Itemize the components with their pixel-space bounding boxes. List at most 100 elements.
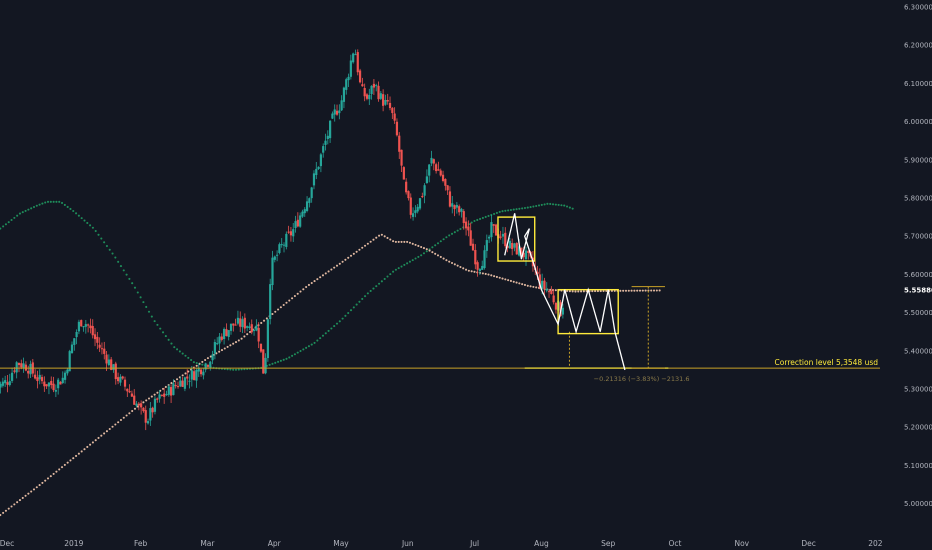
candle-body (252, 330, 256, 332)
ma-tan-dot (352, 252, 355, 255)
candle-body (216, 343, 219, 345)
ma-tan-dot (532, 285, 535, 288)
ma-green-dot (161, 331, 165, 334)
candle-body (358, 70, 362, 83)
ma-green-dot (422, 252, 426, 255)
ma-tan-dot (630, 289, 633, 292)
correction-level-label: Correction level 5,3548 usd (775, 358, 879, 367)
ma-tan-dot (153, 393, 156, 396)
candle-body (310, 187, 313, 199)
ma-tan-dot (341, 260, 344, 263)
ma-green-dot (352, 306, 355, 309)
ma-green-dot (394, 268, 397, 271)
ma-tan-dot (349, 254, 353, 257)
candle-body (481, 265, 484, 270)
ma-green-dot (540, 203, 543, 206)
ma-green-dot (560, 204, 563, 207)
ma-tan-dot (392, 240, 395, 243)
ma-tan-dot (408, 241, 411, 244)
ma-green-dot (484, 215, 487, 219)
ma-tan-dot (529, 285, 532, 288)
ma-tan-dot (229, 344, 232, 347)
ma-green-dot (397, 267, 400, 270)
candle-body (73, 338, 76, 345)
ma-tan-dot (372, 238, 375, 241)
ma-tan-dot (450, 261, 454, 265)
candle-body (123, 379, 127, 387)
ma-tan-dot (187, 370, 190, 373)
candle-body (149, 408, 152, 421)
candle-body (407, 191, 410, 199)
ma-tan-dot (622, 289, 625, 292)
ma-green-dot (159, 327, 162, 330)
price-axis[interactable]: 5.00000 5.10000 5.20000 5.30000 5.40000 5.500… (904, 4, 932, 509)
ma-green-dot (128, 277, 131, 280)
ma-tan-dot (30, 490, 33, 493)
candle-body (40, 377, 44, 382)
ma-tan-dot (2, 511, 5, 514)
candle-body (165, 394, 168, 396)
candle-body (146, 421, 150, 424)
ma-green-dot (181, 352, 184, 355)
ma-tan-dot (262, 319, 266, 322)
candle-body (511, 243, 514, 250)
candle-body (409, 197, 412, 215)
ma-tan-dot (456, 264, 459, 267)
candle-body (232, 323, 235, 326)
x-tick-label: Dec (0, 539, 14, 548)
ma-tan-dot (655, 289, 658, 292)
projection-zigzag-path[interactable] (504, 213, 626, 371)
time-axis[interactable]: Dec 2019 Feb Mar Apr May Jun Jul Aug Sep Oct Nov Dec… (0, 539, 883, 548)
ma-tan-dot (125, 414, 128, 417)
measure-tool[interactable]: −0.21316 (−3.83%) −2131.6 (568, 286, 690, 383)
ma-tan-dot (638, 289, 642, 292)
candle-body (156, 398, 159, 400)
candle-body (142, 407, 145, 412)
candle-body (333, 109, 336, 115)
ma-tan-dot (77, 452, 80, 455)
candle-body (119, 376, 122, 383)
ma-green-dot (97, 233, 100, 236)
ma-tan-dot (181, 374, 184, 377)
ma-green-dot (459, 227, 462, 231)
candle-body (398, 135, 401, 152)
ma-green-dot (55, 200, 58, 203)
ma-green-dot (515, 208, 518, 211)
ma-green-dot (535, 204, 538, 208)
ma-tan-dot (218, 350, 221, 353)
ma-tan-dot (333, 266, 336, 269)
candle-body (116, 377, 120, 382)
candle-body (66, 369, 69, 374)
ma-tan-dot (237, 339, 240, 342)
candle-body (271, 257, 274, 286)
ma-green-dot (226, 368, 229, 371)
ma-tan-dot (220, 349, 224, 352)
ma-tan-dot (599, 290, 602, 293)
x-tick-label: Apr (268, 539, 282, 548)
candle-body (163, 393, 166, 397)
ma-tan-dot (568, 290, 571, 293)
ma-tan-dot (296, 292, 299, 295)
ma-green-dot (75, 212, 78, 215)
ma-green-dot (448, 234, 451, 237)
candle-body (105, 354, 108, 364)
candle-body (186, 376, 189, 379)
ma-tan-dot (316, 278, 319, 281)
candle-body (536, 271, 539, 274)
y-tick-label: 6.20000 (904, 42, 932, 50)
ma-tan-dot (324, 272, 327, 275)
ma-green-dot (479, 217, 482, 221)
ma-tan-dot (459, 265, 462, 269)
ma-tan-dot (293, 294, 296, 298)
ma-tan-dot (470, 270, 473, 273)
ma-tan-dot (164, 385, 167, 389)
ma-tan-dot (248, 330, 252, 334)
candle-body (538, 274, 541, 288)
candle-body (322, 146, 325, 153)
ma-green-dot (436, 242, 440, 245)
candle-body (248, 326, 251, 329)
ma-tan-dot (38, 484, 41, 487)
ma-green-dot (521, 207, 524, 210)
candle-body (128, 391, 131, 393)
